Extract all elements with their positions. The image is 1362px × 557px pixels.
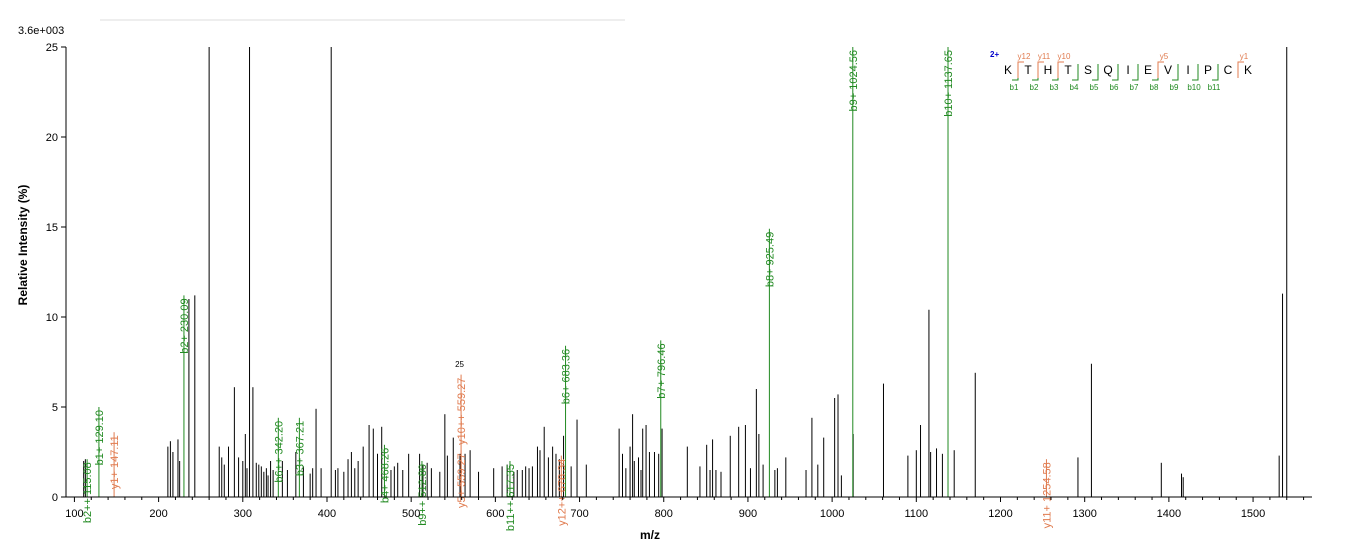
residue-letter: V [1164, 63, 1172, 77]
residue-letter: S [1084, 63, 1092, 77]
peak-label: b6+ 683.36 [561, 349, 573, 404]
peak-label: b2++ 115.08 [82, 462, 94, 523]
charge-state-label: 2+ [990, 50, 999, 59]
b-ion-bracket [1192, 64, 1199, 81]
peak-label: b2+ 230.09 [179, 298, 191, 353]
residue-letter: C [1224, 63, 1233, 77]
x-tick-label: 800 [655, 508, 673, 520]
peptide-sequence: 2+K T H T S Q I E V I P C Kb1 b2 b3 b4 b5 b6 b7 b8 b9 b10 b11y… [990, 50, 1252, 92]
peak-label: b10+ 1137.65 [943, 50, 955, 117]
residue-letter: K [1244, 63, 1252, 77]
residue-letter: E [1144, 63, 1152, 77]
y-tick-label: 0 [52, 492, 58, 504]
peak-label: b7+ 796.46 [656, 343, 668, 398]
x-tick-label: 700 [570, 508, 588, 520]
peak-label: y12++ 678.34 [556, 459, 568, 526]
x-tick-label: 1400 [1157, 508, 1181, 520]
x-axis-title: m/z [640, 528, 660, 542]
x-tick-label: 900 [739, 508, 757, 520]
x-tick-label: 1500 [1241, 508, 1265, 520]
x-tick-label: 1300 [1072, 508, 1096, 520]
residue-letter: H [1044, 63, 1053, 77]
peak-label: b3+ 367.21 [294, 421, 306, 476]
b-ion-label: b10 [1187, 83, 1201, 92]
peak-label: b4+ 468.26 [379, 448, 391, 503]
b-ion-label: b7 [1130, 83, 1139, 92]
x-tick-label: 200 [149, 508, 167, 520]
y-ion-label: y11 [1038, 52, 1051, 61]
y-ion-bracket [1157, 61, 1164, 78]
y-ion-label: y5 [1160, 52, 1169, 61]
y-ion-bracket [1037, 61, 1044, 78]
x-tick-label: 1200 [988, 508, 1012, 520]
residue-letter: T [1064, 63, 1072, 77]
b-ion-bracket [1032, 64, 1039, 81]
x-tick-label: 100 [65, 508, 83, 520]
b-ion-label: b5 [1090, 83, 1099, 92]
x-tick-label: 1100 [904, 508, 928, 520]
b-ion-bracket [1052, 64, 1059, 81]
x-tick-label: 1000 [820, 508, 844, 520]
b-ion-label: b2 [1030, 83, 1039, 92]
b-ion-bracket [1092, 64, 1099, 81]
peak-label: y10++ 559.27 [456, 378, 468, 445]
axes-layer: 100 200 300 400 500 600 700 800 900 1000 1100 1200 1… [46, 42, 1312, 520]
y-ion-label: y10 [1058, 52, 1071, 61]
peak-label: y1+ 147.11 [109, 435, 121, 489]
x-tick-label: 300 [234, 508, 252, 520]
b-ion-label: b11 [1208, 83, 1221, 92]
b-ion-bracket [1212, 64, 1219, 81]
x-tick-label: 600 [486, 508, 504, 520]
peak-label: b1+ 129.10 [94, 410, 106, 465]
residue-letter: P [1204, 63, 1212, 77]
residue-letter: K [1004, 63, 1012, 77]
b-ion-bracket [1012, 64, 1019, 81]
peak-label: b11++ 617.35 [505, 464, 517, 531]
overlap-label: 25 [455, 360, 464, 369]
peak-label: b9++ 512.80 [417, 464, 429, 526]
b-ion-bracket [1172, 64, 1179, 81]
y-tick-label: 20 [46, 132, 58, 144]
peak-label: y11+ 1254.58 [1041, 462, 1053, 528]
b-ion-bracket [1112, 64, 1119, 81]
y-ion-bracket [1057, 61, 1064, 78]
b-ion-bracket [1072, 64, 1079, 81]
peak-label: b9+ 1024.56 [848, 50, 860, 111]
y-tick-label: 5 [52, 402, 58, 414]
y-tick-label: 15 [46, 222, 58, 234]
y-tick-label: 25 [46, 42, 58, 54]
b-ion-bracket [1132, 64, 1139, 81]
y-ion-bracket [1017, 61, 1024, 78]
residue-letter: Q [1103, 63, 1112, 77]
y-ion-label: y1 [1240, 52, 1249, 61]
peak-label: y5+ 559.27 [456, 453, 468, 508]
peak-label: b6++ 342.20 [273, 421, 285, 483]
y-ion-bracket [1237, 61, 1244, 78]
b-ion-label: b4 [1070, 83, 1079, 92]
peaks-layer [83, 47, 1288, 497]
residue-letter: T [1024, 63, 1032, 77]
y-axis-title: Relative Intensity (%) [16, 185, 30, 306]
residue-letter: I [1186, 63, 1189, 77]
b-ion-bracket [1152, 64, 1159, 81]
y-ion-label: y12 [1018, 52, 1031, 61]
b-ion-label: b9 [1170, 83, 1179, 92]
residue-letter: I [1126, 63, 1129, 77]
b-ion-label: b8 [1150, 83, 1159, 92]
x-tick-label: 400 [318, 508, 336, 520]
b-ion-label: b1 [1010, 83, 1019, 92]
intensity-scale-label: 3.6e+003 [18, 25, 64, 37]
b-ion-label: b3 [1050, 83, 1059, 92]
x-tick-label: 500 [402, 508, 420, 520]
b-ion-label: b6 [1110, 83, 1119, 92]
peak-label: b8+ 925.49 [764, 232, 776, 287]
y-tick-label: 10 [46, 312, 58, 324]
